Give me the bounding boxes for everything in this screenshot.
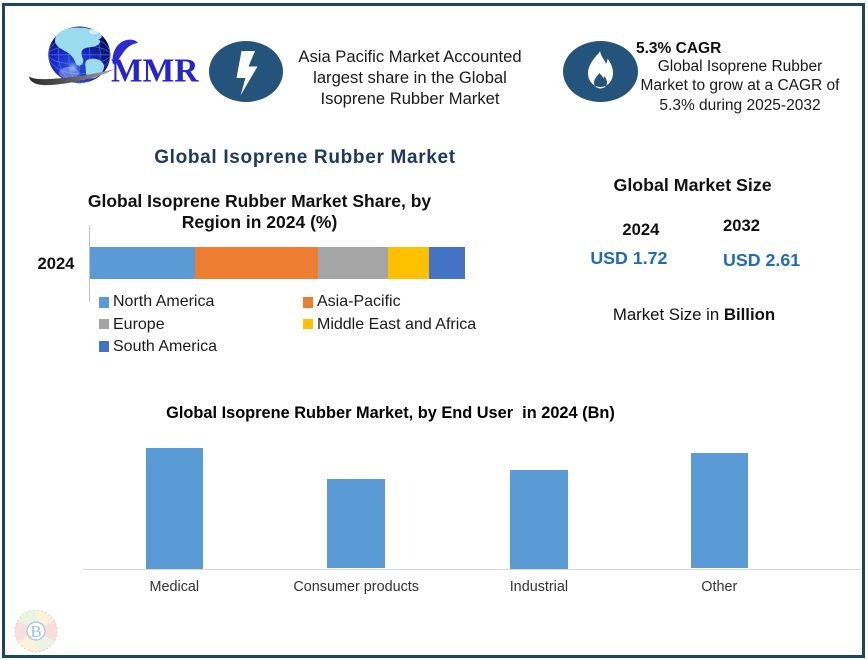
svg-text:B: B <box>30 622 41 641</box>
svg-text:MMR: MMR <box>111 53 199 90</box>
